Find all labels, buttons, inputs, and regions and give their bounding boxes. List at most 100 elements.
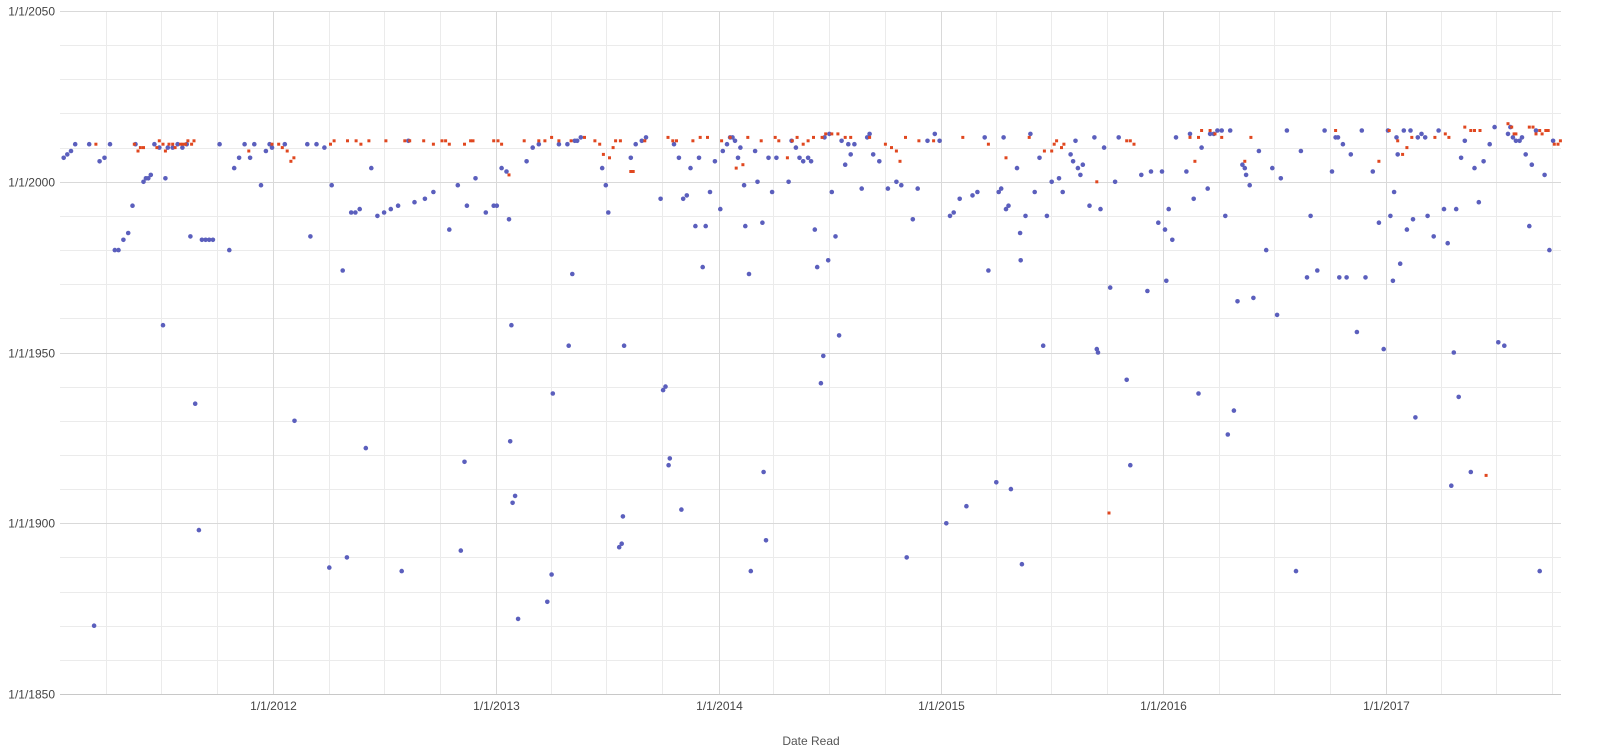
data-point [917,139,921,143]
data-point [504,169,509,174]
data-point [629,170,633,173]
data-point [353,210,358,215]
data-point [899,182,904,188]
data-point [1506,122,1510,126]
data-point [1377,159,1381,163]
data-point [1415,135,1421,140]
data-point [666,462,671,468]
data-point [890,146,893,150]
data-point [1547,247,1552,253]
data-point [1558,139,1562,143]
data-point [247,155,253,161]
data-point [734,166,738,170]
data-point [843,135,847,139]
data-point [763,538,769,543]
data-point [329,182,335,188]
data-point [375,213,380,219]
data-point [877,159,882,164]
data-point [1422,135,1428,140]
data-point [1529,162,1535,167]
data-point [1512,132,1516,136]
data-point [1028,131,1033,137]
data-point [1484,473,1488,477]
data-point [399,568,405,574]
data-point [1284,128,1290,133]
data-point [148,172,154,178]
x-tick-label: 1/1/2014 [696,699,743,713]
data-point [363,445,369,451]
data-point [1075,165,1081,171]
data-point [142,146,145,150]
data-point [859,186,864,191]
data-point [1132,142,1136,146]
data-point [116,247,121,253]
data-point [1124,377,1129,383]
data-point [1394,135,1399,140]
data-point [633,141,638,147]
data-point [1231,408,1237,413]
data-point [904,135,907,139]
data-point [752,148,758,154]
data-point [188,234,193,239]
data-point [663,384,668,389]
data-point [146,176,151,181]
data-point [1523,152,1528,157]
data-point [1263,247,1269,253]
data-point [1363,275,1368,280]
data-point [190,142,194,146]
data-point [431,189,436,195]
data-point [455,182,461,188]
data-point [986,142,990,146]
data-point [759,139,763,143]
data-point [305,141,310,147]
data-point [849,135,853,139]
data-point [354,139,358,143]
data-point [606,210,611,215]
data-point [1390,278,1396,284]
data-point [1388,213,1393,219]
data-point [569,139,573,143]
data-point [292,156,296,160]
data-point [842,162,848,167]
data-point [1458,155,1464,161]
data-point [231,165,237,171]
data-point [163,176,168,181]
data-point [814,264,820,270]
data-point [720,148,726,154]
data-point [1042,149,1046,153]
data-point [1173,135,1179,140]
data-point [186,139,190,143]
data-point [180,145,185,150]
data-point [1023,213,1028,219]
data-point [852,141,857,147]
data-point [1476,199,1482,205]
data-point [1251,295,1256,301]
data-point [1510,135,1516,140]
data-point [1060,189,1065,195]
data-point [616,544,622,550]
data-point [107,141,113,147]
data-point [1468,469,1474,475]
data-point [904,555,909,560]
data-point [227,247,232,253]
data-point [712,159,718,164]
y-tick-label: 1/1/1950 [8,347,55,361]
data-point [175,141,180,147]
data-point [1478,129,1482,132]
data-point [522,139,526,143]
data-point [797,155,802,161]
data-point [1451,350,1457,355]
data-point [1247,182,1252,188]
data-point [258,182,264,188]
data-point [1387,129,1391,132]
data-point [408,139,412,143]
data-point [643,139,647,143]
data-point [915,186,920,191]
data-point [693,223,698,229]
data-point [808,159,814,164]
data-point [883,142,887,146]
data-point [766,155,771,161]
data-point [1196,391,1201,396]
data-point [790,139,794,143]
data-point [1197,135,1200,139]
